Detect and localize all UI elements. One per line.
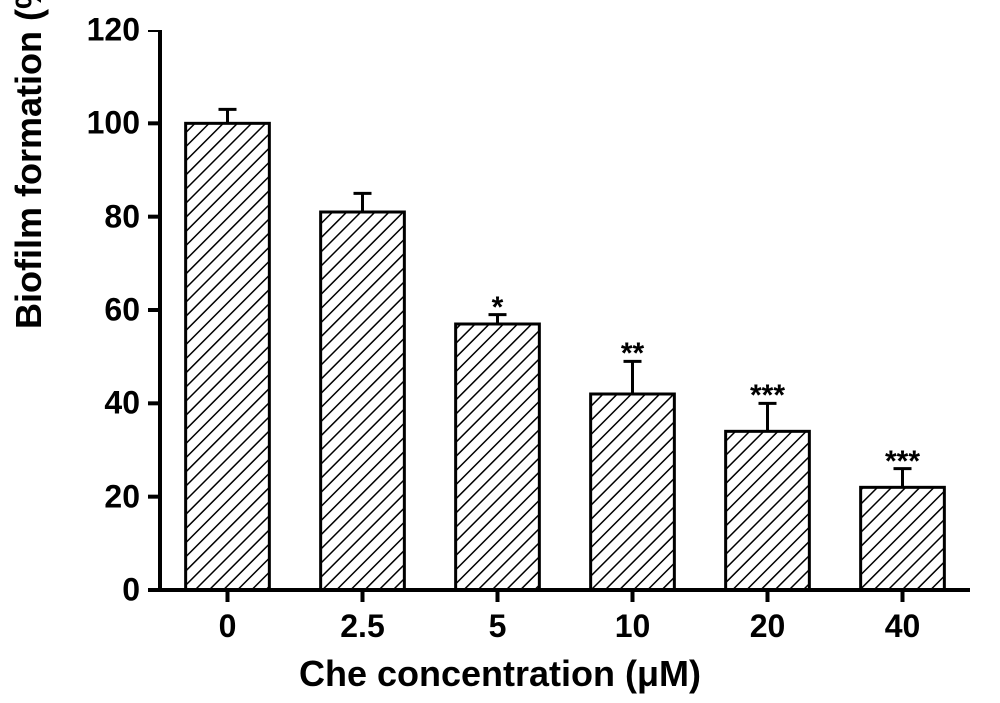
y-axis-label: Biofilm formation (%): [8, 0, 50, 329]
y-tick-label: 20: [104, 478, 140, 515]
significance-marker: **: [621, 337, 644, 371]
x-tick-label: 20: [750, 608, 786, 645]
y-tick-label: 120: [87, 12, 140, 49]
y-tick-label: 0: [122, 572, 140, 609]
y-tick-label: 60: [104, 292, 140, 329]
plot-area: [160, 30, 970, 590]
y-tick-label: 40: [104, 385, 140, 422]
y-tick-label: 80: [104, 198, 140, 235]
x-tick-label: 5: [489, 608, 507, 645]
significance-marker: ***: [885, 445, 920, 479]
y-tick-label: 100: [87, 105, 140, 142]
significance-marker: ***: [750, 379, 785, 413]
x-axis-label: Che concentration (μM): [0, 653, 1000, 695]
x-tick-label: 2.5: [340, 608, 384, 645]
significance-marker: *: [492, 291, 504, 325]
biofilm-bar-chart: Biofilm formation (%) Che concentration …: [0, 0, 1000, 703]
x-tick-label: 10: [615, 608, 651, 645]
x-tick-label: 40: [885, 608, 921, 645]
x-tick-label: 0: [219, 608, 237, 645]
